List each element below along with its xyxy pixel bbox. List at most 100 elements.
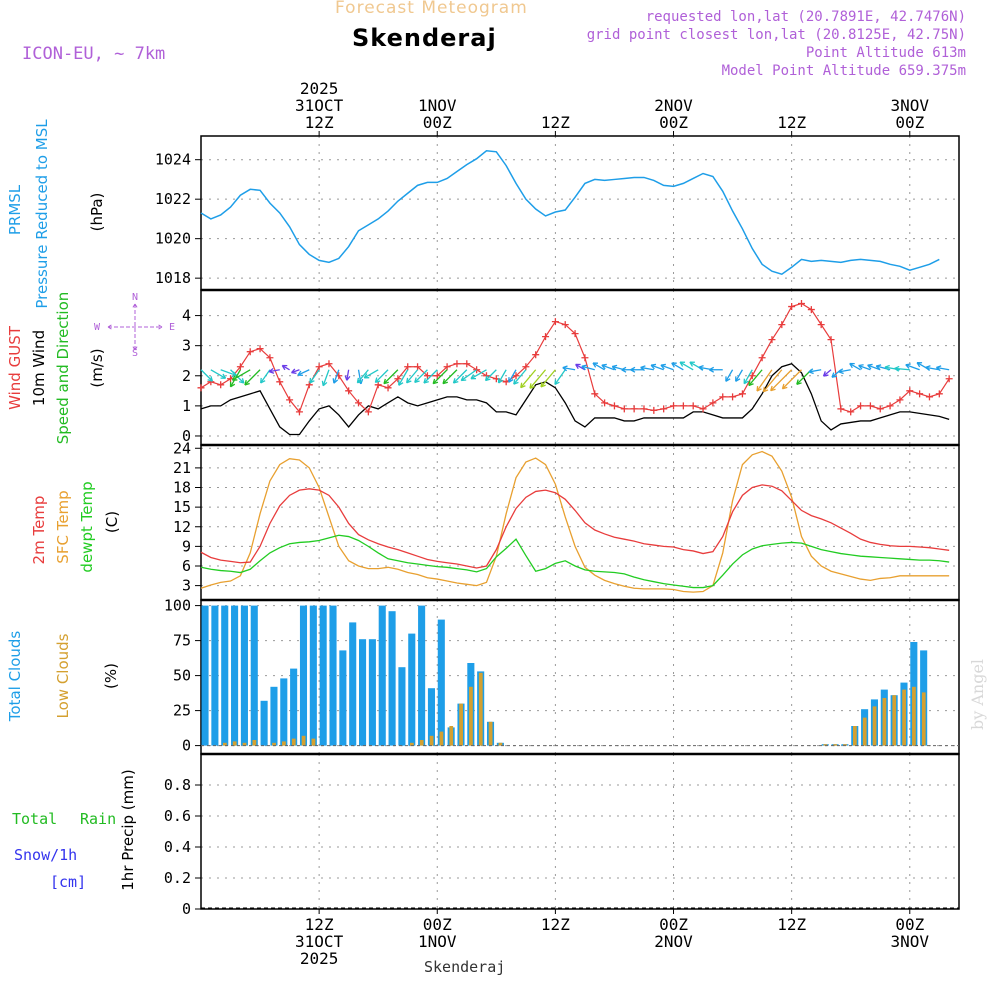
wind-arrow <box>383 369 399 385</box>
y-tick-label: 18 <box>173 479 191 497</box>
precip-title-rain: Rain <box>80 810 116 828</box>
wind-arrow-shaft <box>936 366 950 371</box>
wind-arrow-head <box>679 361 686 367</box>
wind-arrow <box>244 369 261 386</box>
total-cloud-bar <box>329 605 337 746</box>
low-cloud-bar <box>252 740 257 746</box>
low-cloud-bar <box>921 692 926 746</box>
total-cloud-bar <box>299 605 308 746</box>
wind-arrow <box>332 369 340 384</box>
total-cloud-bar <box>231 605 239 746</box>
pressure-unit: (hPa) <box>88 193 106 232</box>
total-cloud-bar <box>260 700 268 746</box>
low-cloud-bar <box>823 744 828 746</box>
pressure-title-2: Pressure Reduced to MSL <box>33 119 51 309</box>
wind-arrow <box>529 369 547 389</box>
wind-arrow <box>743 369 753 385</box>
low-cloud-bar <box>459 703 463 746</box>
wind-arrow-head <box>894 365 900 372</box>
wind-arrow <box>374 369 389 384</box>
gust-marker <box>601 399 609 407</box>
gust-marker <box>857 402 865 410</box>
wind-arrow <box>884 364 901 371</box>
low-cloud-bar <box>439 731 444 746</box>
time-label-bottom: 00Z <box>423 915 452 934</box>
total-cloud-bar <box>359 639 367 746</box>
total-cloud-bar <box>290 668 298 746</box>
precip-title-cm: [cm] <box>50 873 86 891</box>
wind-arrow <box>297 369 310 377</box>
wind-arrow <box>575 363 586 371</box>
wind-arrow-shaft <box>762 369 783 393</box>
wind-arrow-head <box>905 363 911 369</box>
gust-marker <box>610 402 618 410</box>
wind-arrow-head <box>238 378 245 384</box>
wind-arrow-shaft <box>508 369 517 383</box>
time-label-top: 2025 <box>300 79 339 98</box>
wind-arrow-shaft <box>867 364 881 371</box>
gust-marker <box>197 384 205 392</box>
wind-arrow-shaft <box>383 369 399 385</box>
y-tick-label: 3 <box>182 337 191 355</box>
precip-title-total: Total <box>12 810 57 828</box>
y-tick-label: 1024 <box>155 151 191 169</box>
wind-arrow-head <box>884 364 890 371</box>
wind-arrow-shaft <box>581 365 595 371</box>
gust-marker <box>443 363 451 371</box>
gust-marker <box>542 333 550 341</box>
gust-marker <box>866 402 874 410</box>
wind-arrow <box>460 369 478 382</box>
low-cloud-bar <box>311 738 316 746</box>
wind-arrow-head <box>611 364 618 371</box>
model-altitude: Model Point Altitude 659.375m <box>721 63 966 79</box>
wind-arrow <box>356 369 369 384</box>
wind-arrow-head <box>452 378 459 384</box>
gust-marker <box>364 408 372 416</box>
low-cloud-bar <box>301 735 306 746</box>
wind-title-gust: Wind GUST <box>6 325 24 410</box>
gust-marker <box>807 306 815 314</box>
wind-arrow-shaft <box>540 369 556 388</box>
gust-marker <box>423 372 431 380</box>
wind-arrow <box>268 367 280 374</box>
wind-arrow-shaft <box>220 369 237 377</box>
requested-coords: requested lon,lat (20.7891E, 42.7476N) <box>645 9 966 25</box>
gust-marker <box>925 393 933 401</box>
wind-arrow-head <box>581 364 587 371</box>
wind-arrow <box>858 364 871 371</box>
compass-rose <box>107 303 163 351</box>
wind-arrow <box>540 369 556 388</box>
y-tick-label: 25 <box>173 702 191 720</box>
wind-arrow <box>735 369 743 382</box>
wind-arrow <box>581 364 595 371</box>
y-tick-label: 0 <box>182 737 191 755</box>
wind-arrow <box>838 368 851 375</box>
y-tick-label: 75 <box>173 632 191 650</box>
low-cloud-bar <box>419 740 424 746</box>
wind-arrow <box>260 369 271 384</box>
wind-arrow <box>725 369 734 382</box>
wind-arrow <box>781 369 802 390</box>
total-cloud-bar <box>378 605 386 746</box>
low-cloud-bar <box>498 742 503 746</box>
low-cloud-bar <box>282 741 286 746</box>
wind-arrow-head <box>762 386 769 393</box>
gust-marker <box>896 396 904 404</box>
gust-marker <box>916 390 924 398</box>
wind-arrow-shaft <box>808 369 822 373</box>
y-tick-label: 50 <box>173 667 191 685</box>
pressure-line <box>200 150 940 276</box>
wind-arrow <box>808 368 822 375</box>
wind-arrow <box>520 369 537 389</box>
wind-arrow <box>660 363 674 371</box>
gust-marker <box>778 321 786 329</box>
gust-marker <box>699 405 707 413</box>
gust-marker <box>689 402 697 410</box>
total-cloud-bar <box>418 605 426 746</box>
gust-marker <box>286 396 294 404</box>
wind-arrow-head <box>592 362 599 368</box>
wind-arrow-head <box>554 379 560 386</box>
gust-marker <box>384 384 392 392</box>
gust-marker <box>729 393 737 401</box>
